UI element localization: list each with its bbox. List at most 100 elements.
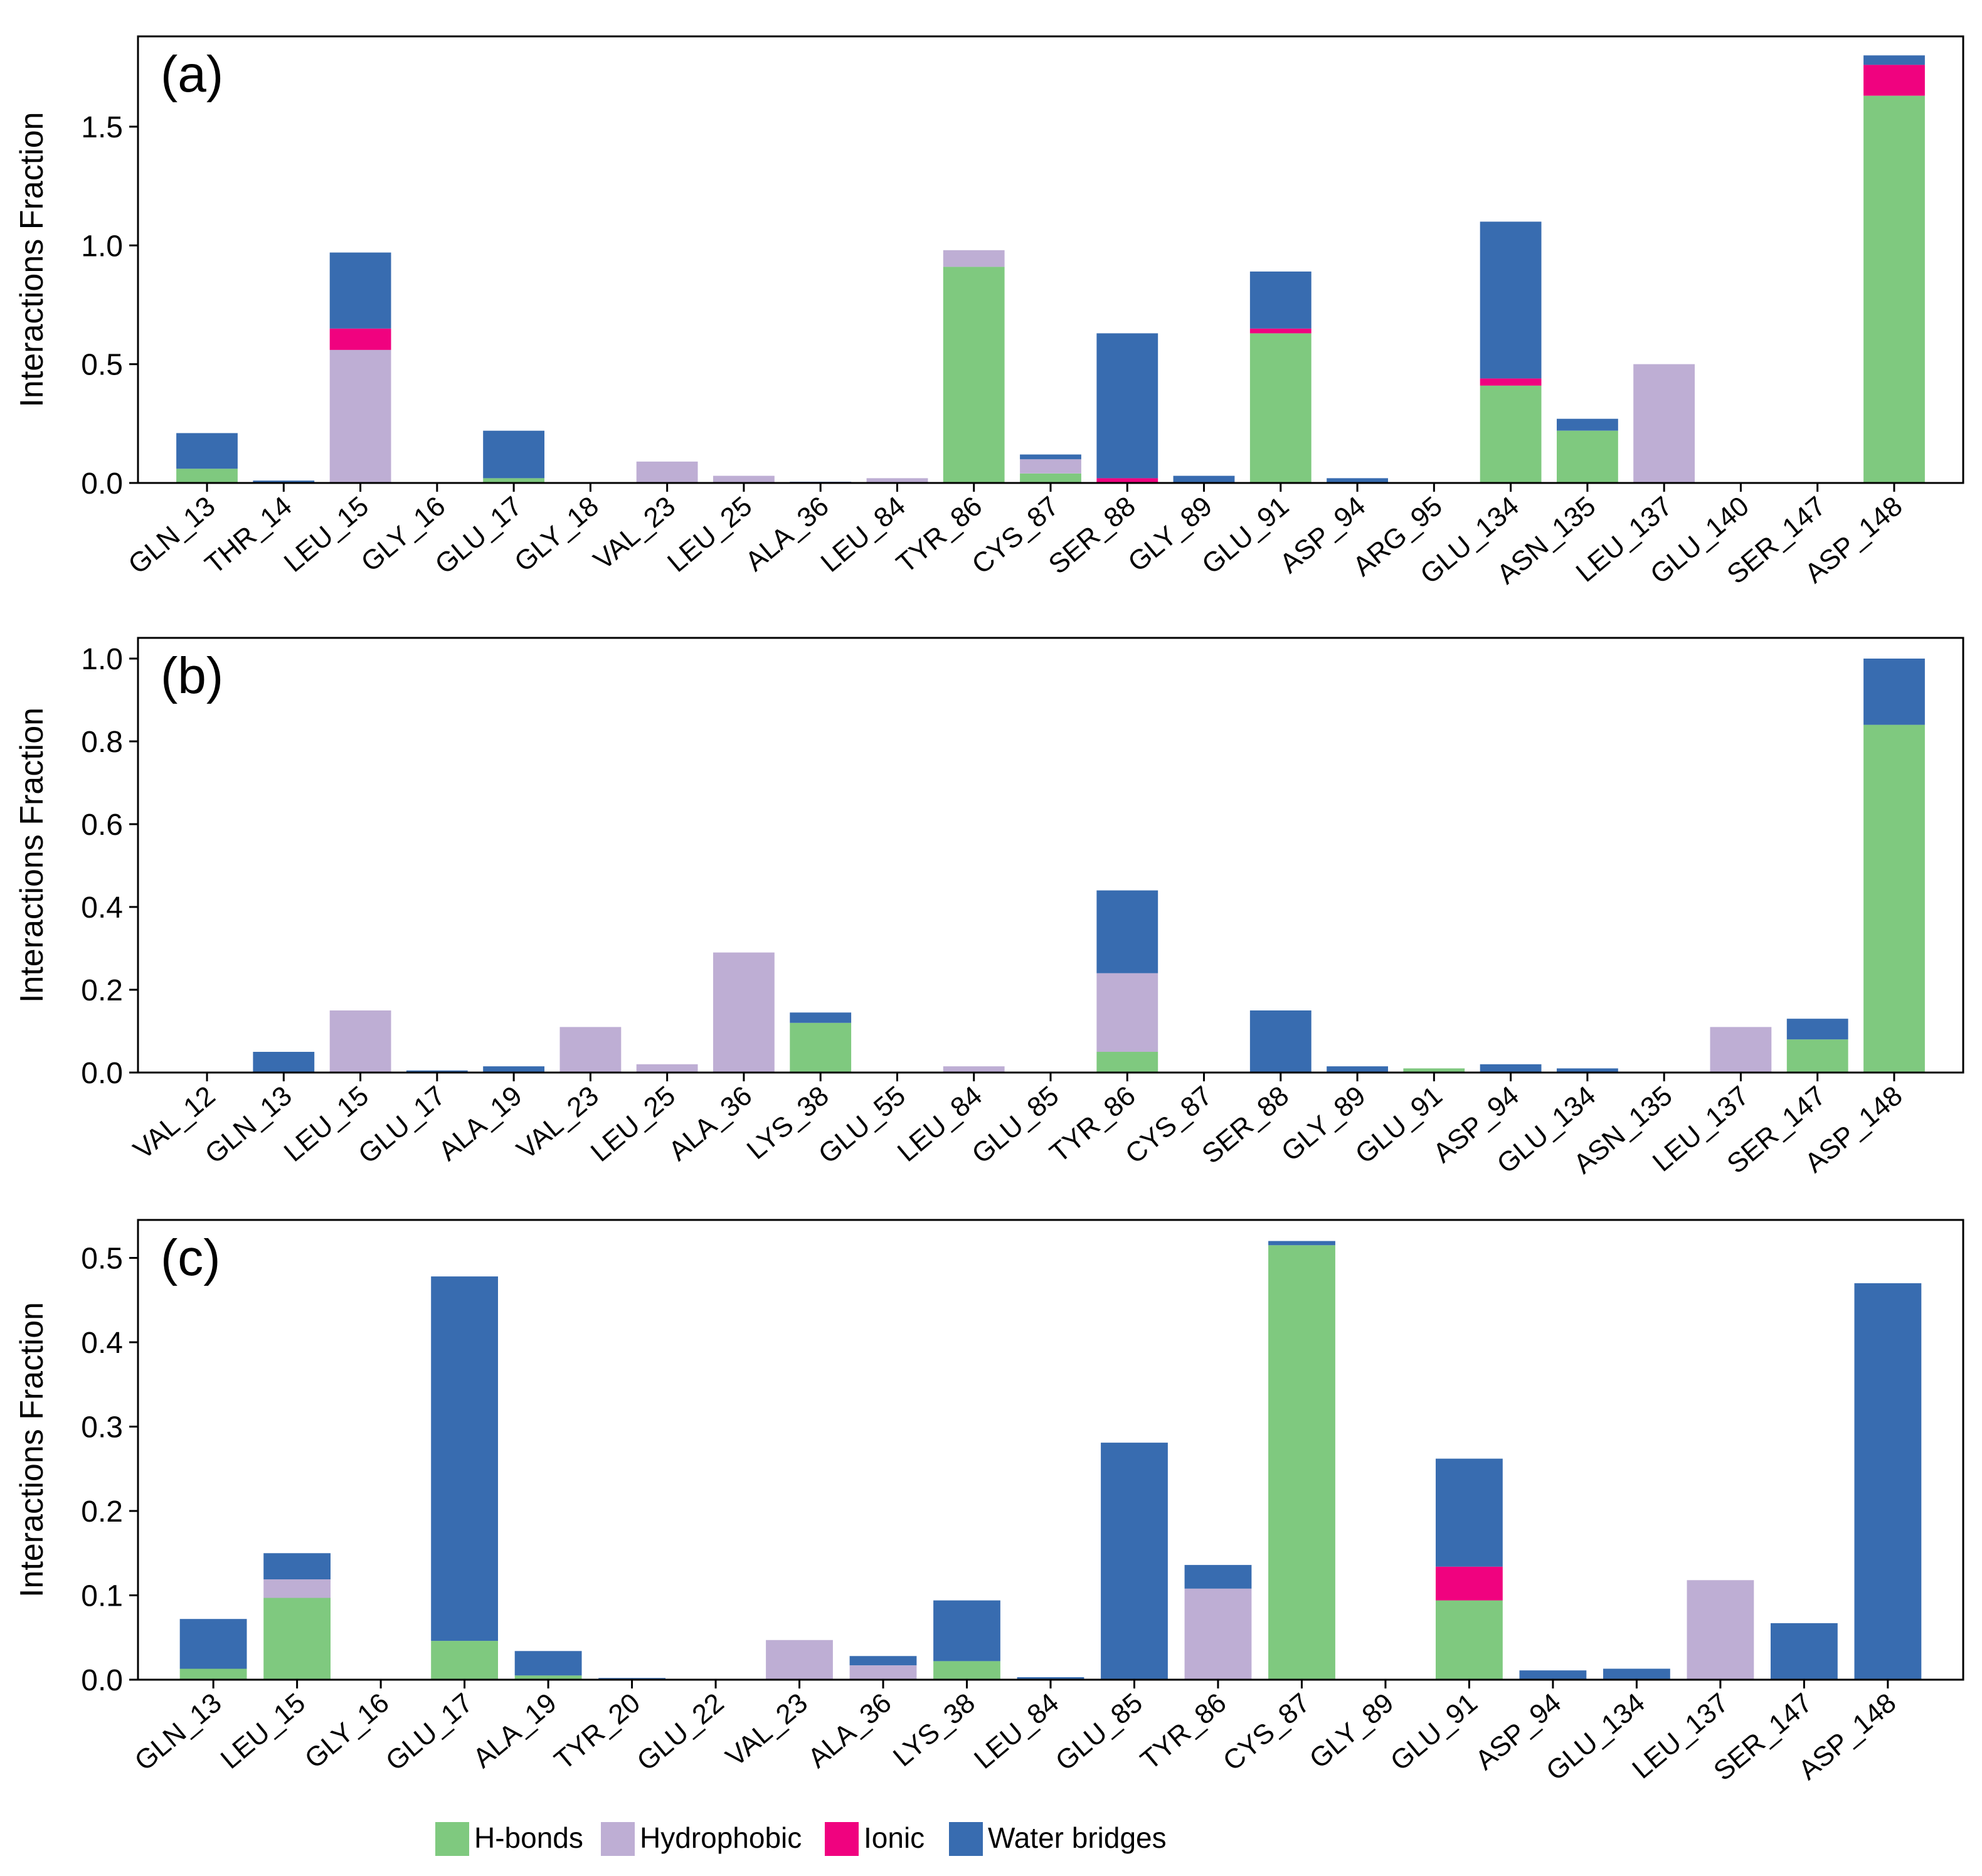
x-tick-label: GLY_89: [1304, 1687, 1400, 1774]
x-tick-label: CYS_87: [966, 490, 1064, 580]
bar-hydrophobic-ala-36: [849, 1665, 917, 1680]
bar-water-gln-13: [179, 1619, 247, 1669]
bar-water-cys-87: [1268, 1241, 1335, 1246]
panel-1: 0.0 0.5 1.0 1.5 Interactions Fraction (a) GLN_…: [14, 35, 1964, 590]
legend-label-hbonds: H-bonds: [474, 1821, 583, 1854]
bar-hydrophobic-leu-137: [1687, 1580, 1754, 1680]
x-tick-label: GLY_16: [299, 1687, 395, 1774]
bar-hbonds-glu-17: [483, 478, 544, 483]
bar-hydrophobic-leu-84: [943, 1066, 1005, 1073]
x-tick-label: GLU_91: [1385, 1687, 1483, 1777]
bar-water-gln-13: [253, 1052, 315, 1073]
bar-hbonds-tyr-86: [943, 267, 1005, 483]
x-tick-label: GLU_22: [631, 1687, 729, 1777]
x-tick-label: GLU_85: [1050, 1687, 1148, 1777]
x-tick-label: GLU_85: [966, 1080, 1064, 1170]
panel-label: (c): [161, 1229, 221, 1286]
bar-hbonds-glu-134: [1480, 385, 1542, 483]
legend-label-ionic: Ionic: [864, 1821, 925, 1854]
x-tick-label: GLU_17: [352, 1080, 451, 1170]
bar-hydrophobic-leu-25: [636, 1064, 698, 1073]
bar-ionic-asp-148: [1863, 65, 1925, 96]
bar-water-gly-89: [1173, 475, 1235, 483]
bar-hydrophobic-leu-15: [263, 1579, 331, 1598]
bar-hydrophobic-leu-137: [1633, 364, 1695, 483]
bar-water-glu-85: [1101, 1443, 1168, 1680]
y-tick-label: 0.0: [81, 1664, 123, 1697]
x-tick-label: LEU_25: [662, 490, 758, 578]
x-tick-label: LEU_15: [215, 1687, 311, 1775]
x-tick-label: VAL_23: [588, 490, 681, 576]
bar-hydrophobic-tyr-86: [943, 250, 1005, 267]
bar-hydrophobic-leu-137: [1710, 1027, 1772, 1073]
y-tick-label: 0.6: [81, 808, 123, 842]
y-tick-label: 0.2: [81, 974, 123, 1007]
bar-water-leu-15: [329, 252, 391, 329]
bar-water-glu-91: [1436, 1458, 1503, 1567]
x-tick-label: ALA_19: [433, 1080, 527, 1167]
bar-water-ala-19: [483, 1066, 544, 1073]
x-tick-label: GLU_17: [380, 1687, 479, 1777]
bar-hbonds-glu-91: [1249, 333, 1312, 483]
bar-water-asp-94: [1519, 1670, 1587, 1680]
bar-water-asp-148: [1863, 55, 1925, 65]
bar-hbonds-glu-91: [1436, 1600, 1503, 1680]
x-tick-label: LEU_25: [585, 1080, 681, 1168]
legend-swatch-hbonds: [435, 1822, 469, 1856]
legend-label-water: Water bridges: [988, 1821, 1167, 1854]
x-tick-label: VAL_23: [511, 1080, 605, 1165]
panel-label: (b): [161, 647, 223, 704]
y-tick-label: 0.5: [81, 1243, 123, 1276]
bar-water-asp-94: [1480, 1064, 1542, 1073]
bar-water-glu-17: [431, 1276, 498, 1641]
bar-ionic-glu-91: [1436, 1566, 1503, 1601]
legend: H-bonds Hydrophobic Ionic Water bridges: [435, 1821, 1167, 1856]
bar-water-thr-14: [253, 480, 315, 483]
bar-water-asn-135: [1557, 418, 1618, 431]
bar-hbonds-asn-135: [1557, 430, 1618, 483]
x-tick-label: THR_14: [199, 490, 298, 580]
bar-water-ser-147: [1786, 1019, 1848, 1040]
x-tick-label: ALA_36: [802, 1687, 897, 1774]
legend-swatch-ionic: [825, 1822, 859, 1856]
legend-swatch-hydrophobic: [601, 1822, 635, 1856]
bar-water-glu-91: [1249, 271, 1312, 329]
bar-water-glu-134: [1557, 1068, 1618, 1073]
bar-hydrophobic-leu-84: [866, 478, 928, 483]
bar-water-ser-88: [1096, 333, 1158, 479]
bar-hbonds-glu-17: [431, 1641, 498, 1680]
bar-water-lys-38: [790, 1012, 852, 1023]
panel-label: (a): [161, 46, 223, 103]
y-axis-label: Interactions Fraction: [14, 707, 50, 1003]
bar-hbonds-glu-91: [1403, 1068, 1465, 1073]
x-tick-label: GLN_13: [122, 490, 221, 580]
y-tick-label: 0.2: [81, 1495, 123, 1529]
y-tick-label: 1.5: [81, 111, 123, 144]
y-tick-label: 0.0: [81, 1057, 123, 1090]
x-tick-label: LEU_84: [968, 1687, 1064, 1775]
x-tick-label: SER_88: [1196, 1080, 1295, 1170]
bar-water-ser-147: [1771, 1623, 1838, 1680]
bar-hydrophobic-tyr-86: [1184, 1588, 1252, 1680]
y-tick-label: 0.4: [81, 1327, 123, 1360]
bar-hydrophobic-val-23: [766, 1640, 833, 1680]
bar-hbonds-gln-13: [179, 1668, 247, 1680]
bar-water-asp-148: [1854, 1283, 1922, 1680]
bar-ionic-glu-134: [1480, 378, 1542, 386]
bar-water-cys-87: [1020, 454, 1081, 460]
x-tick-label: ALA_36: [663, 1080, 758, 1167]
x-tick-label: GLU_55: [813, 1080, 911, 1170]
x-tick-label: GLN_13: [129, 1687, 228, 1777]
x-tick-label: ALA_19: [467, 1687, 562, 1774]
bar-hydrophobic-val-23: [636, 461, 698, 483]
bar-ionic-leu-15: [329, 328, 391, 350]
x-tick-label: CYS_87: [1120, 1080, 1218, 1170]
bar-hbonds-lys-38: [933, 1661, 1000, 1680]
x-tick-label: ALA_36: [739, 490, 834, 577]
panels-group: 0.0 0.5 1.0 1.5 Interactions Fraction (a) GLN_…: [14, 35, 1964, 1787]
bar-water-tyr-86: [1096, 890, 1158, 973]
bar-water-leu-15: [263, 1553, 331, 1579]
bar-hbonds-tyr-86: [1096, 1052, 1158, 1073]
